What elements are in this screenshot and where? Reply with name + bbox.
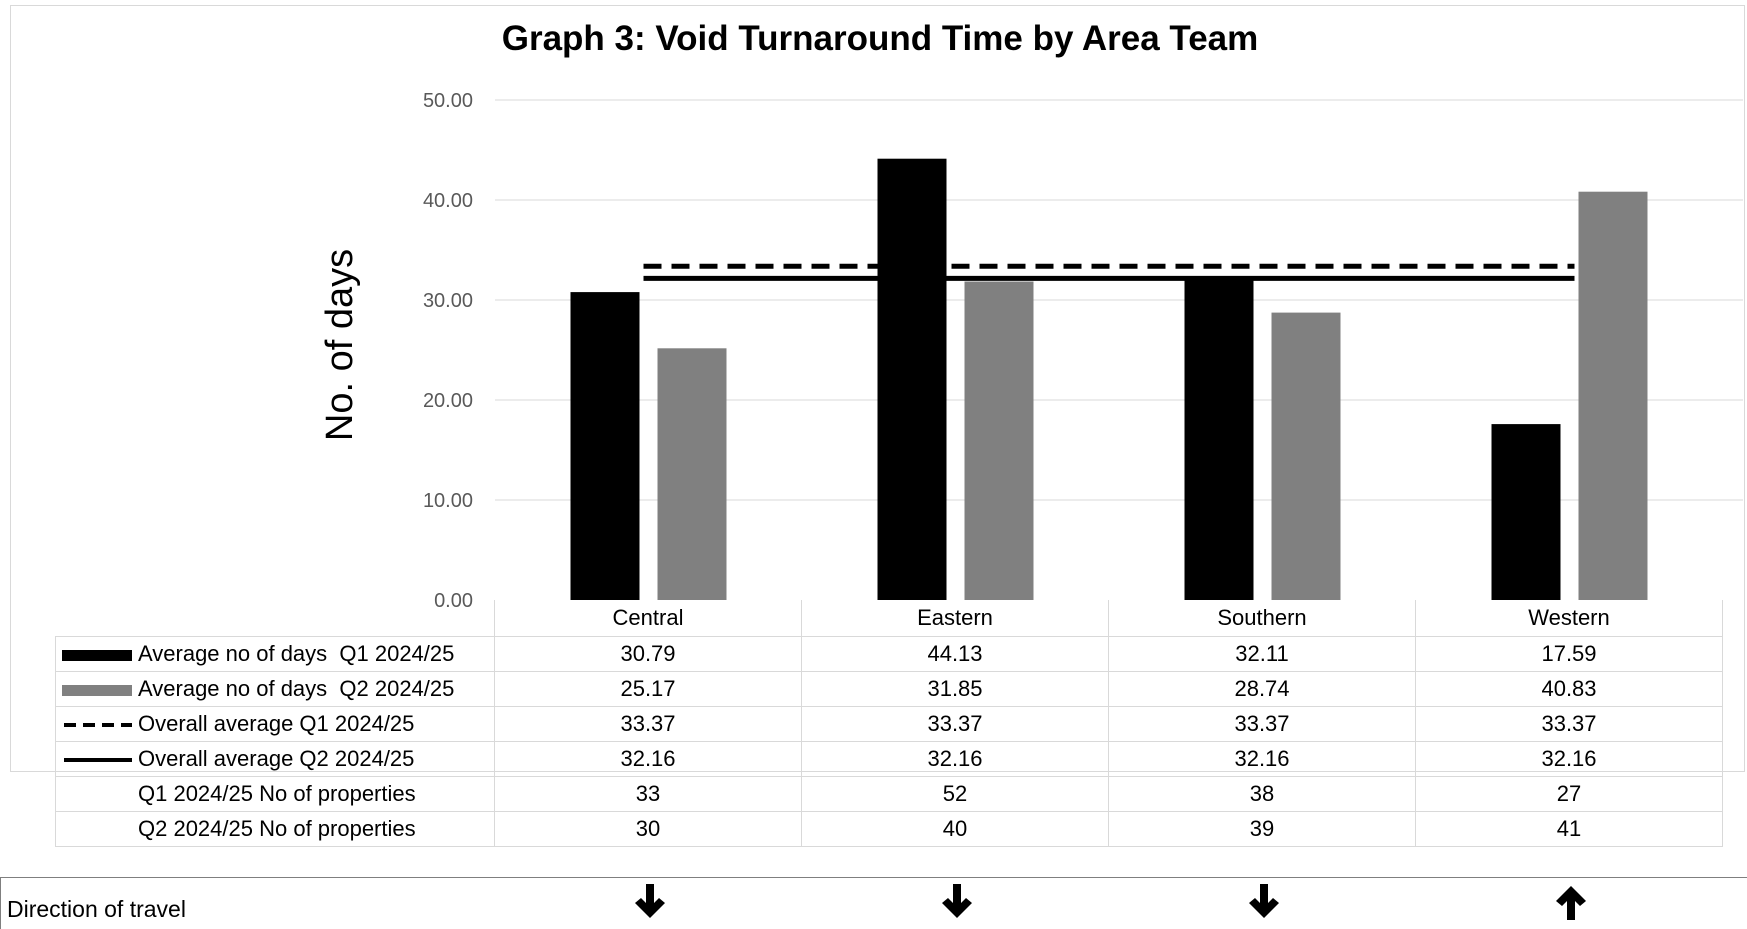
data-value: 30.79 xyxy=(494,635,802,672)
table-row: Overall average Q2 2024/25 32.16 32.16 32.1… xyxy=(55,740,1723,777)
table-row: Average no of days Q1 2024/25 30.79 44.13 3… xyxy=(55,635,1723,672)
y-tick-label: 40.00 xyxy=(423,190,473,212)
legend-key xyxy=(62,784,132,806)
y-tick-label: 20.00 xyxy=(423,390,473,412)
y-tick-label: 30.00 xyxy=(423,290,473,312)
average-lines xyxy=(643,263,1575,281)
row-label: Q2 2024/25 No of properties xyxy=(55,810,495,847)
arrow-up-icon xyxy=(1555,886,1586,920)
arrow-down-icon xyxy=(941,884,972,918)
row-name: Q1 2024/25 No of properties xyxy=(138,780,416,806)
bars xyxy=(570,158,1648,600)
row-name: Q2 2024/25 No of properties xyxy=(138,815,416,841)
category-header-row: Central Eastern Southern Western xyxy=(56,600,1723,637)
series-name: Average no of days Q2 2024/25 xyxy=(138,675,455,701)
bar-q1-southern xyxy=(1184,278,1254,600)
data-value: 38 xyxy=(1108,775,1416,812)
row-label: Q1 2024/25 No of properties xyxy=(55,775,495,812)
series-name: Average no of days Q1 2024/25 xyxy=(138,640,455,666)
data-value: 32.16 xyxy=(1415,740,1723,777)
series-label: Overall average Q1 2024/25 xyxy=(55,705,495,742)
y-tick-label: 10.00 xyxy=(423,490,473,512)
data-value: 33.37 xyxy=(1415,705,1723,742)
y-axis-title: No. of days xyxy=(319,249,361,441)
data-value: 40 xyxy=(801,810,1109,847)
data-value: 32.11 xyxy=(1108,635,1416,672)
data-table: Central Eastern Southern Western Average no … xyxy=(55,600,1723,847)
data-value: 40.83 xyxy=(1415,670,1723,707)
series-name: Overall average Q2 2024/25 xyxy=(138,745,415,771)
direction-of-travel-label: Direction of travel xyxy=(7,896,186,922)
legend-key xyxy=(62,714,132,736)
bar-q2-western xyxy=(1578,191,1648,600)
data-value: 17.59 xyxy=(1415,635,1723,672)
direction-of-travel-row: Direction of travel xyxy=(0,877,1747,929)
table-row: Overall average Q1 2024/25 33.37 33.37 33.3… xyxy=(55,705,1723,742)
category-label: Eastern xyxy=(801,600,1109,637)
data-value: 30 xyxy=(494,810,802,847)
y-tick-label: 0.00 xyxy=(434,590,473,612)
category-label: Central xyxy=(494,600,802,637)
data-value: 33.37 xyxy=(801,705,1109,742)
category-label: Western xyxy=(1415,600,1723,637)
data-value: 31.85 xyxy=(801,670,1109,707)
bar-q2-central xyxy=(657,348,727,600)
data-value: 33.37 xyxy=(1108,705,1416,742)
series-label: Average no of days Q1 2024/25 xyxy=(55,635,495,672)
data-value: 33.37 xyxy=(494,705,802,742)
data-value: 32.16 xyxy=(1108,740,1416,777)
legend-key xyxy=(62,819,132,841)
category-label: Southern xyxy=(1108,600,1416,637)
data-value: 44.13 xyxy=(801,635,1109,672)
data-value: 41 xyxy=(1415,810,1723,847)
data-value: 32.16 xyxy=(494,740,802,777)
data-value: 25.17 xyxy=(494,670,802,707)
data-value: 27 xyxy=(1415,775,1723,812)
arrow-down-icon xyxy=(1248,884,1279,918)
bar-q2-eastern xyxy=(964,281,1034,600)
arrow-down-icon xyxy=(634,884,665,918)
legend-key xyxy=(62,644,132,666)
series-label: Overall average Q2 2024/25 xyxy=(55,740,495,777)
bar-q1-central xyxy=(570,292,640,600)
data-value: 33 xyxy=(494,775,802,812)
table-row: Q2 2024/25 No of properties 30 40 39 41 xyxy=(55,810,1723,847)
data-value: 39 xyxy=(1108,810,1416,847)
series-label: Average no of days Q2 2024/25 xyxy=(55,670,495,707)
chart-title: Graph 3: Void Turnaround Time by Area Te… xyxy=(502,19,1259,58)
bar-q1-western xyxy=(1491,424,1561,600)
series-name: Overall average Q1 2024/25 xyxy=(138,710,415,736)
y-tick-labels: 0.00 10.00 20.00 30.00 40.00 50.00 xyxy=(423,90,473,612)
data-value: 52 xyxy=(801,775,1109,812)
table-row: Q1 2024/25 No of properties 33 52 38 27 xyxy=(55,775,1723,812)
y-tick-label: 50.00 xyxy=(423,90,473,112)
data-value: 32.16 xyxy=(801,740,1109,777)
table-row: Average no of days Q2 2024/25 25.17 31.85 2… xyxy=(55,670,1723,707)
bar-q2-southern xyxy=(1271,312,1341,600)
legend-key xyxy=(62,749,132,771)
table-corner xyxy=(56,600,495,636)
bar-q1-eastern xyxy=(877,158,947,600)
data-value: 28.74 xyxy=(1108,670,1416,707)
legend-key xyxy=(62,679,132,701)
